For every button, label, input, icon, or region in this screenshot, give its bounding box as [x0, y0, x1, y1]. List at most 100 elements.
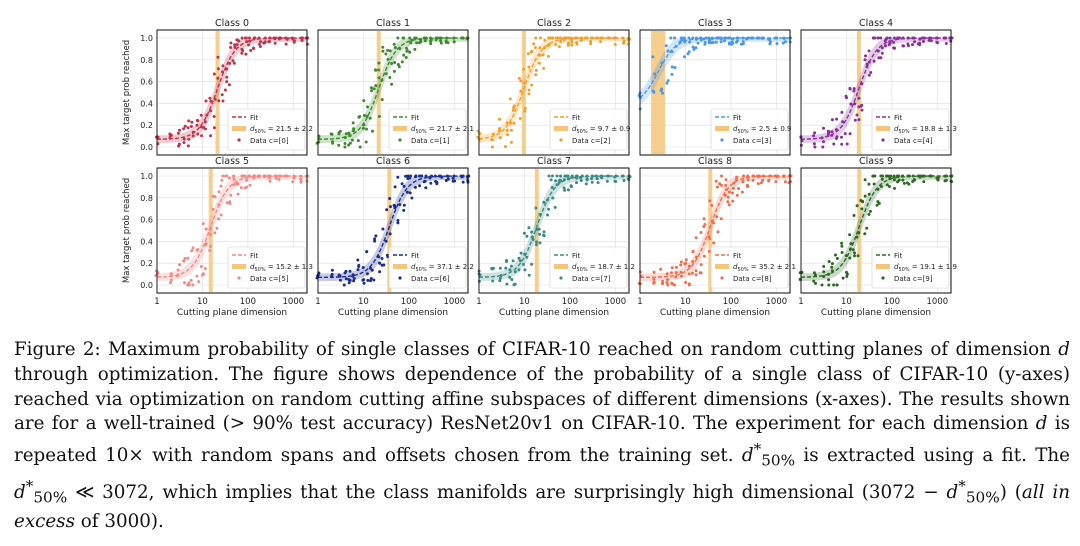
data-point	[740, 190, 744, 194]
data-point	[876, 36, 880, 40]
data-point	[178, 263, 182, 267]
data-point	[553, 205, 557, 209]
data-point	[869, 71, 873, 74]
data-point	[531, 238, 535, 241]
legend-band-swatch	[554, 126, 568, 131]
data-point	[191, 246, 195, 250]
data-point	[509, 128, 513, 132]
data-point	[498, 129, 501, 133]
data-point	[306, 36, 310, 40]
data-point	[240, 36, 244, 40]
data-point	[834, 253, 837, 257]
data-point	[385, 208, 389, 212]
data-point	[220, 178, 224, 182]
data-point	[883, 39, 887, 43]
legend-data-swatch	[720, 138, 724, 142]
data-point	[208, 244, 212, 248]
data-point	[330, 274, 334, 278]
data-point	[504, 266, 508, 270]
data-point	[461, 180, 465, 184]
data-point	[212, 126, 216, 130]
data-point	[356, 139, 360, 143]
data-point	[722, 39, 726, 43]
data-point	[879, 36, 883, 40]
data-point	[737, 187, 740, 190]
data-point	[621, 36, 625, 40]
panel-title: Class 4	[859, 18, 893, 29]
data-point	[541, 53, 545, 57]
data-point	[559, 179, 563, 183]
data-point	[830, 133, 834, 137]
data-point	[190, 249, 194, 253]
data-point	[885, 183, 889, 187]
data-point	[374, 84, 378, 88]
data-point	[865, 65, 869, 69]
data-point	[386, 48, 390, 52]
data-point	[781, 41, 785, 45]
data-point	[687, 264, 691, 268]
data-point	[229, 41, 233, 45]
data-point	[542, 230, 546, 234]
data-point	[384, 52, 388, 56]
data-point	[187, 281, 191, 285]
data-point	[895, 174, 899, 178]
data-point	[517, 268, 521, 272]
data-point	[402, 36, 406, 40]
data-point	[887, 185, 891, 188]
data-point	[505, 129, 509, 132]
data-point	[741, 36, 745, 40]
data-point	[562, 186, 566, 190]
d50-band	[215, 31, 220, 154]
data-point	[182, 259, 186, 263]
data-point	[252, 46, 256, 50]
data-point	[169, 272, 173, 276]
x-tick-label: 1	[637, 297, 642, 307]
legend: Fit d50% = 35.2 ± 2.1 Data c=[8]	[710, 246, 796, 289]
x-axis-label: Cutting plane dimension	[660, 308, 770, 318]
data-point	[621, 41, 625, 45]
x-tick-label: 1000	[444, 297, 466, 307]
data-point	[703, 40, 707, 44]
x-axis-label: Cutting plane dimension	[499, 308, 609, 318]
data-point	[944, 42, 948, 45]
data-point	[186, 126, 190, 130]
data-point	[365, 114, 369, 118]
data-point	[863, 178, 867, 182]
panel-class-1: Class 1 Fit d50% = 21.7 ± 2.1 Data c=[1]	[315, 18, 474, 156]
data-point	[377, 68, 381, 72]
data-point	[867, 73, 871, 77]
data-point	[714, 40, 718, 44]
data-point	[788, 36, 792, 40]
legend-data-label: Data c=[2]	[572, 137, 611, 145]
data-point	[679, 263, 683, 267]
data-point	[848, 247, 852, 251]
data-point	[499, 274, 503, 277]
data-point	[830, 262, 834, 266]
caption-part5: ≪ 3072, which implies that the class man…	[75, 481, 939, 503]
data-point	[551, 36, 554, 40]
legend-d50-label: d50% = 2.5 ± 0.9	[733, 125, 791, 135]
data-point	[168, 132, 172, 136]
data-point	[820, 283, 824, 287]
caption-label: Figure 2:	[14, 339, 101, 360]
data-point	[208, 96, 212, 100]
legend: Fit d50% = 37.1 ± 2.2 Data c=[6]	[388, 246, 474, 289]
data-point	[590, 180, 594, 184]
data-point	[377, 115, 381, 118]
data-point	[853, 251, 856, 255]
legend: Fit d50% = 19.1 ± 1.9 Data c=[9]	[871, 246, 957, 289]
data-point	[550, 174, 554, 178]
panel-border	[156, 29, 308, 156]
data-point	[736, 36, 740, 40]
data-point	[523, 106, 527, 110]
data-point	[670, 72, 674, 76]
data-point	[570, 174, 574, 178]
data-point	[378, 261, 382, 265]
data-point	[674, 275, 678, 279]
data-point	[599, 40, 602, 44]
data-point	[901, 36, 905, 40]
data-point	[268, 174, 272, 178]
data-point	[369, 277, 373, 280]
d50-band	[856, 31, 861, 154]
data-point	[773, 174, 777, 178]
